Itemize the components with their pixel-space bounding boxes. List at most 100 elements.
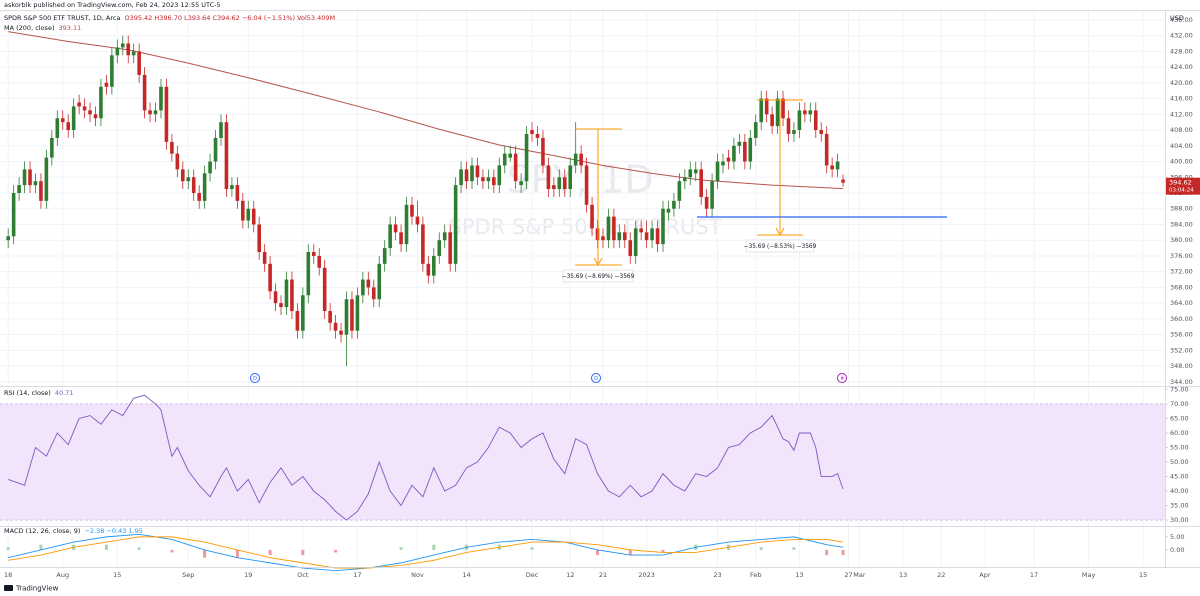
candle-body — [448, 232, 452, 264]
candle-body — [170, 141, 174, 154]
dividend-event[interactable] — [250, 373, 260, 383]
candle-body — [153, 110, 158, 115]
candle-body — [721, 161, 725, 166]
y-tick-label: 65.00 — [1170, 414, 1189, 422]
candle-body — [344, 299, 349, 335]
candle-body — [137, 51, 141, 75]
candle-body — [650, 228, 654, 241]
y-tick-label: 384.00 — [1170, 220, 1193, 228]
candle-body — [792, 130, 796, 134]
candle-body — [382, 248, 387, 264]
candle-body — [410, 204, 414, 217]
candle-body — [273, 291, 278, 304]
candle-body — [432, 255, 436, 276]
candle-body — [246, 208, 251, 221]
candle-body — [33, 181, 38, 186]
y-tick-label: 30.00 — [1170, 516, 1189, 524]
y-tick-label: 372.00 — [1170, 268, 1193, 276]
candle-body — [93, 114, 98, 119]
dividend-event-label: D — [594, 376, 598, 382]
y-tick-label: 408.00 — [1170, 126, 1193, 134]
candle-body — [808, 110, 813, 115]
candle-body — [655, 228, 660, 245]
macd-line — [8, 533, 844, 572]
candle-body — [99, 86, 103, 119]
candle-body — [339, 330, 343, 335]
x-tick-label: Nov — [411, 571, 424, 579]
measure-label: −35.69 (−8.53%) −3569 — [744, 244, 817, 250]
candle-body — [612, 216, 616, 241]
x-tick-label: 21 — [599, 571, 607, 579]
candle-body — [180, 169, 185, 182]
y-tick-label: 424.00 — [1170, 63, 1193, 71]
dividend-event[interactable] — [591, 373, 601, 383]
macd-histogram-bar — [661, 549, 665, 553]
candle-body — [404, 204, 409, 245]
rsi-name: RSI (14, close) — [4, 389, 51, 397]
candle-body — [661, 208, 665, 245]
candle-body — [781, 98, 785, 119]
candle-body — [481, 177, 485, 182]
candle-body — [77, 102, 81, 107]
candle-body — [88, 110, 92, 115]
candle-body — [590, 204, 594, 229]
candle-body — [502, 153, 507, 166]
candle-body — [219, 122, 223, 138]
x-tick-label: 23 — [713, 571, 721, 579]
x-tick-label: 15 — [113, 571, 121, 579]
candle-body — [28, 169, 32, 186]
candle-body — [301, 295, 305, 331]
macd-histogram-bar — [792, 547, 796, 550]
y-tick-label: 404.00 — [1170, 142, 1193, 150]
candle-body — [175, 153, 180, 170]
candle-body — [573, 153, 578, 166]
y-tick-label: 400.00 — [1170, 158, 1193, 166]
candle-body — [748, 137, 753, 162]
candle-body — [453, 185, 458, 264]
candle-body — [562, 177, 567, 190]
y-tick-label: 344.00 — [1170, 378, 1193, 386]
candle-body — [377, 263, 382, 300]
candle-body — [366, 279, 371, 288]
arrow-head — [775, 227, 785, 237]
candle-body — [164, 86, 169, 142]
rsi-value: 40.71 — [55, 389, 74, 397]
candle-body — [508, 153, 512, 158]
candle-body — [497, 165, 502, 186]
macd-histogram-bar — [301, 549, 305, 556]
macd-histogram-bar — [432, 544, 436, 550]
y-tick-label: 60.00 — [1170, 429, 1189, 437]
candle-body — [322, 267, 327, 312]
ma-legend: MA (200, close) 393.11 — [4, 24, 81, 32]
candle-body — [584, 165, 589, 205]
candle-body — [230, 185, 234, 190]
candle-body — [361, 279, 365, 296]
candle-body — [737, 141, 742, 146]
candle-body — [764, 98, 769, 115]
candle-body — [120, 43, 125, 48]
candle-body — [797, 110, 802, 131]
x-tick-label: 13 — [899, 571, 907, 579]
candle-body — [753, 122, 758, 138]
candle-body — [371, 287, 376, 300]
x-tick-label: 15 — [1139, 571, 1147, 579]
candle-body — [159, 86, 163, 111]
price-tag — [1166, 177, 1200, 195]
candle-body — [11, 192, 16, 237]
x-tick-label: 19 — [244, 571, 252, 579]
macd-name: MACD (12, 26, close, 9) — [4, 527, 80, 535]
candle-body — [115, 47, 120, 56]
y-tick-label: 5.00 — [1170, 533, 1184, 541]
y-tick-label: 412.00 — [1170, 110, 1193, 118]
x-tick-label: Oct — [297, 571, 309, 579]
candle-body — [546, 165, 551, 190]
y-tick-label: 55.00 — [1170, 444, 1189, 452]
candle-body — [617, 232, 622, 241]
y-tick-label: 352.00 — [1170, 346, 1193, 354]
y-tick-label: 348.00 — [1170, 362, 1193, 370]
y-tick-label: 356.00 — [1170, 331, 1193, 339]
macd-histogram-bar — [759, 547, 763, 550]
footer-brand: TradingView — [15, 585, 59, 593]
top-border — [0, 10, 1200, 11]
candle-body — [306, 252, 311, 296]
